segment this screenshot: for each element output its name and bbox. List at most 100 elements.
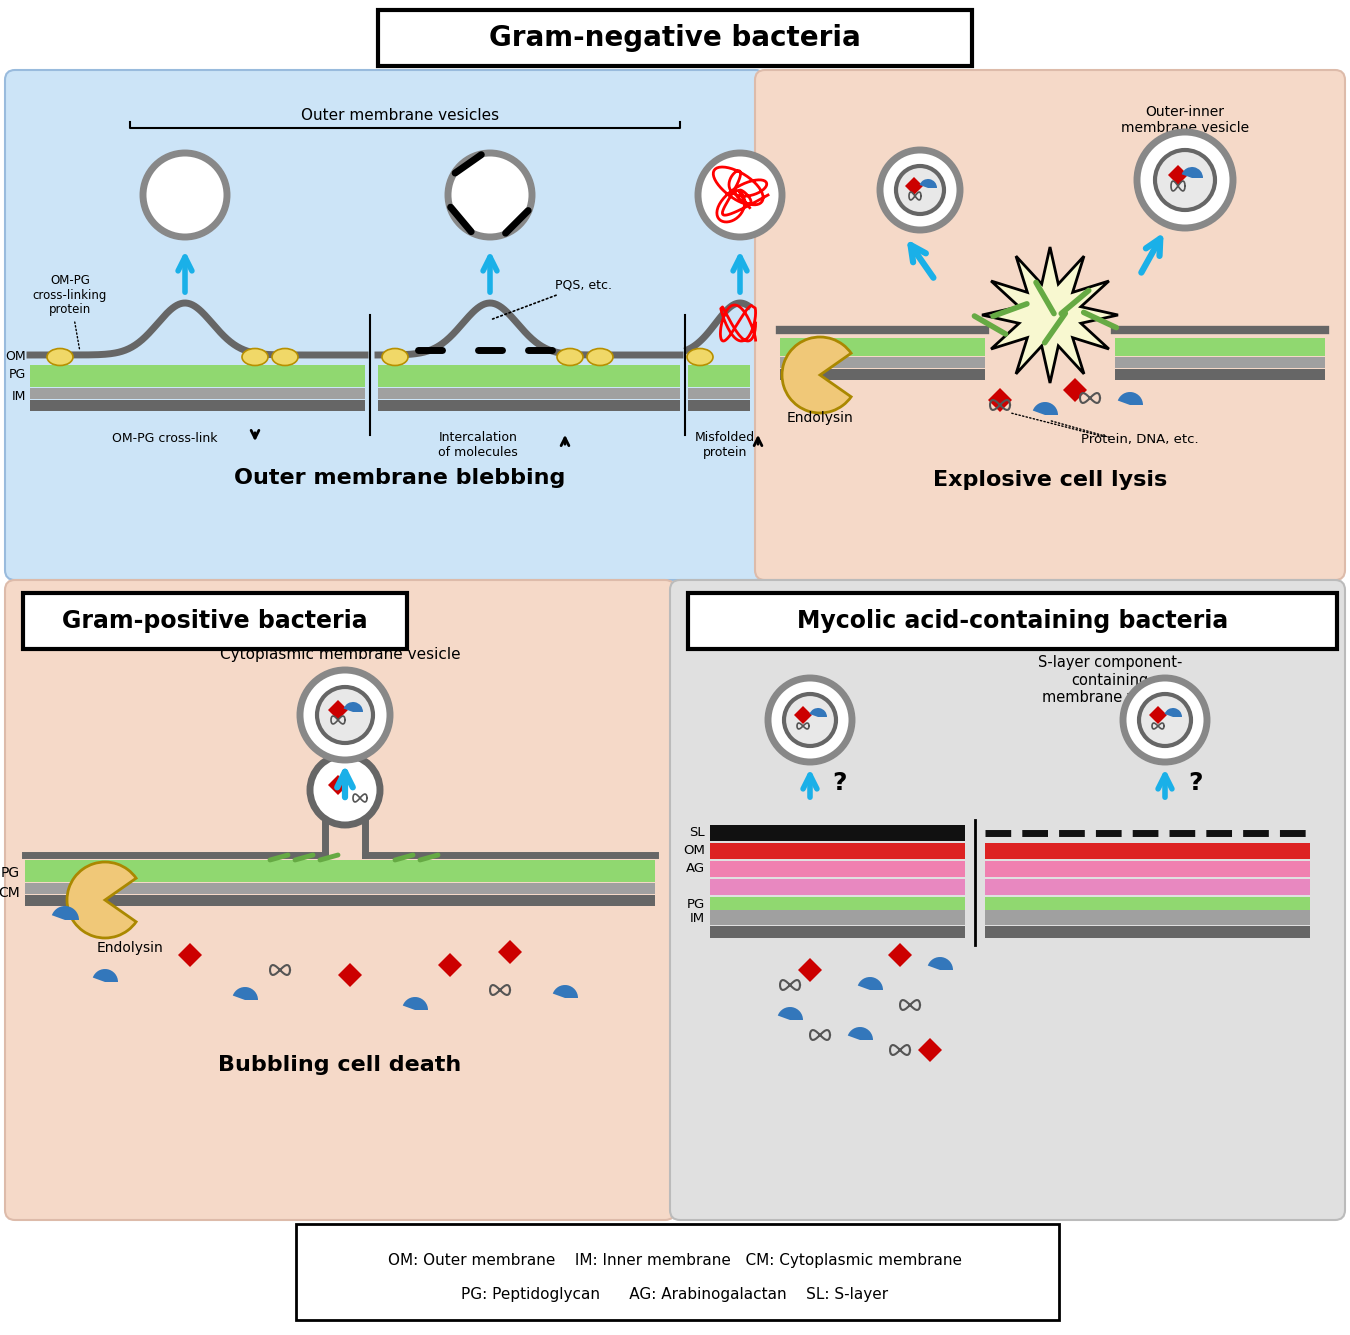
Bar (1115, 368, 1324, 380)
Bar (26, 894, 655, 906)
Text: S-layer component-
containing
membrane vesicle: S-layer component- containing membrane v… (1038, 655, 1183, 705)
Text: OM: OM (5, 351, 26, 363)
FancyBboxPatch shape (296, 1224, 1058, 1320)
Wedge shape (919, 179, 937, 188)
Bar (780, 356, 986, 368)
Circle shape (1156, 150, 1215, 210)
FancyBboxPatch shape (670, 579, 1345, 1220)
FancyBboxPatch shape (23, 593, 406, 649)
Bar (986, 842, 1310, 858)
Text: Protein, DNA, etc.: Protein, DNA, etc. (1081, 434, 1199, 446)
Ellipse shape (558, 348, 583, 366)
Bar (378, 364, 680, 387)
Wedge shape (552, 985, 578, 999)
Bar (26, 860, 655, 882)
Text: Gram-negative bacteria: Gram-negative bacteria (489, 24, 861, 52)
FancyBboxPatch shape (378, 9, 972, 65)
Circle shape (1137, 132, 1233, 228)
Text: Outer membrane blebbing: Outer membrane blebbing (235, 469, 566, 489)
Wedge shape (1181, 167, 1203, 178)
Ellipse shape (587, 348, 613, 366)
Ellipse shape (271, 348, 298, 366)
Bar (710, 910, 965, 925)
Wedge shape (810, 708, 828, 717)
Text: Outer-inner
membrane vesicle: Outer-inner membrane vesicle (1120, 105, 1249, 135)
Wedge shape (857, 977, 883, 991)
Text: ?: ? (1188, 772, 1203, 796)
Wedge shape (93, 969, 117, 983)
Text: Gram-positive bacteria: Gram-positive bacteria (62, 609, 367, 633)
Circle shape (768, 678, 852, 762)
Wedge shape (927, 957, 953, 971)
Wedge shape (68, 862, 136, 939)
Bar (1115, 356, 1324, 368)
Circle shape (880, 150, 960, 230)
Bar (710, 878, 965, 894)
Circle shape (143, 154, 227, 238)
Bar (378, 400, 680, 411)
Text: ?: ? (833, 772, 848, 796)
Text: OM: Outer membrane    IM: Inner membrane   CM: Cytoplasmic membrane: OM: Outer membrane IM: Inner membrane CM… (387, 1252, 963, 1267)
Text: PG: Peptidoglycan      AG: Arabinogalactan    SL: S-layer: PG: Peptidoglycan AG: Arabinogalactan SL… (462, 1287, 888, 1303)
Wedge shape (402, 997, 428, 1011)
Wedge shape (1165, 708, 1183, 717)
Bar (710, 825, 965, 841)
FancyBboxPatch shape (755, 69, 1345, 579)
Text: PG: PG (1, 866, 20, 880)
Text: AG: AG (686, 862, 705, 876)
Text: CM: CM (0, 886, 20, 900)
FancyBboxPatch shape (5, 579, 675, 1220)
Wedge shape (782, 336, 850, 413)
Text: PG: PG (8, 368, 26, 382)
Text: PG: PG (687, 898, 705, 912)
Wedge shape (232, 987, 258, 1000)
Circle shape (310, 756, 379, 825)
Text: PQS, etc.: PQS, etc. (493, 279, 612, 319)
Circle shape (1139, 694, 1191, 746)
Wedge shape (344, 702, 363, 712)
Text: Endolysin: Endolysin (787, 411, 853, 425)
Bar (780, 338, 986, 356)
Bar (986, 861, 1310, 877)
Text: SL: SL (690, 826, 705, 840)
Bar (688, 364, 751, 387)
Circle shape (317, 688, 373, 744)
Polygon shape (981, 247, 1118, 383)
Circle shape (698, 154, 782, 238)
Ellipse shape (687, 348, 713, 366)
Text: IM: IM (12, 391, 26, 403)
Bar (30, 388, 364, 399)
Text: Outer membrane vesicles: Outer membrane vesicles (301, 108, 500, 123)
Bar (780, 368, 986, 380)
Circle shape (448, 154, 532, 238)
Wedge shape (1033, 402, 1058, 415)
Bar (710, 926, 965, 939)
Bar (378, 388, 680, 399)
Bar (710, 842, 965, 858)
Text: Endolysin: Endolysin (97, 941, 163, 955)
Bar (986, 897, 1310, 913)
Bar (710, 861, 965, 877)
FancyBboxPatch shape (5, 69, 765, 579)
Ellipse shape (382, 348, 408, 366)
Text: Bubbling cell death: Bubbling cell death (219, 1055, 462, 1075)
Wedge shape (1118, 392, 1143, 405)
Bar (688, 388, 751, 399)
Text: Cytoplasmic membrane vesicle: Cytoplasmic membrane vesicle (220, 647, 460, 662)
Text: IM: IM (690, 912, 705, 925)
Text: OM-PG
cross-linking
protein: OM-PG cross-linking protein (32, 274, 107, 350)
Bar (30, 400, 364, 411)
Bar (30, 364, 364, 387)
Circle shape (1123, 678, 1207, 762)
Ellipse shape (242, 348, 269, 366)
Wedge shape (848, 1027, 873, 1040)
Text: Explosive cell lysis: Explosive cell lysis (933, 470, 1168, 490)
Bar (26, 882, 655, 894)
Text: Misfolded
protein: Misfolded protein (695, 431, 755, 459)
Circle shape (896, 166, 944, 214)
FancyBboxPatch shape (688, 593, 1336, 649)
Text: Intercalation
of molecules: Intercalation of molecules (439, 431, 518, 459)
Bar (986, 878, 1310, 894)
Bar (1115, 338, 1324, 356)
Bar (688, 400, 751, 411)
